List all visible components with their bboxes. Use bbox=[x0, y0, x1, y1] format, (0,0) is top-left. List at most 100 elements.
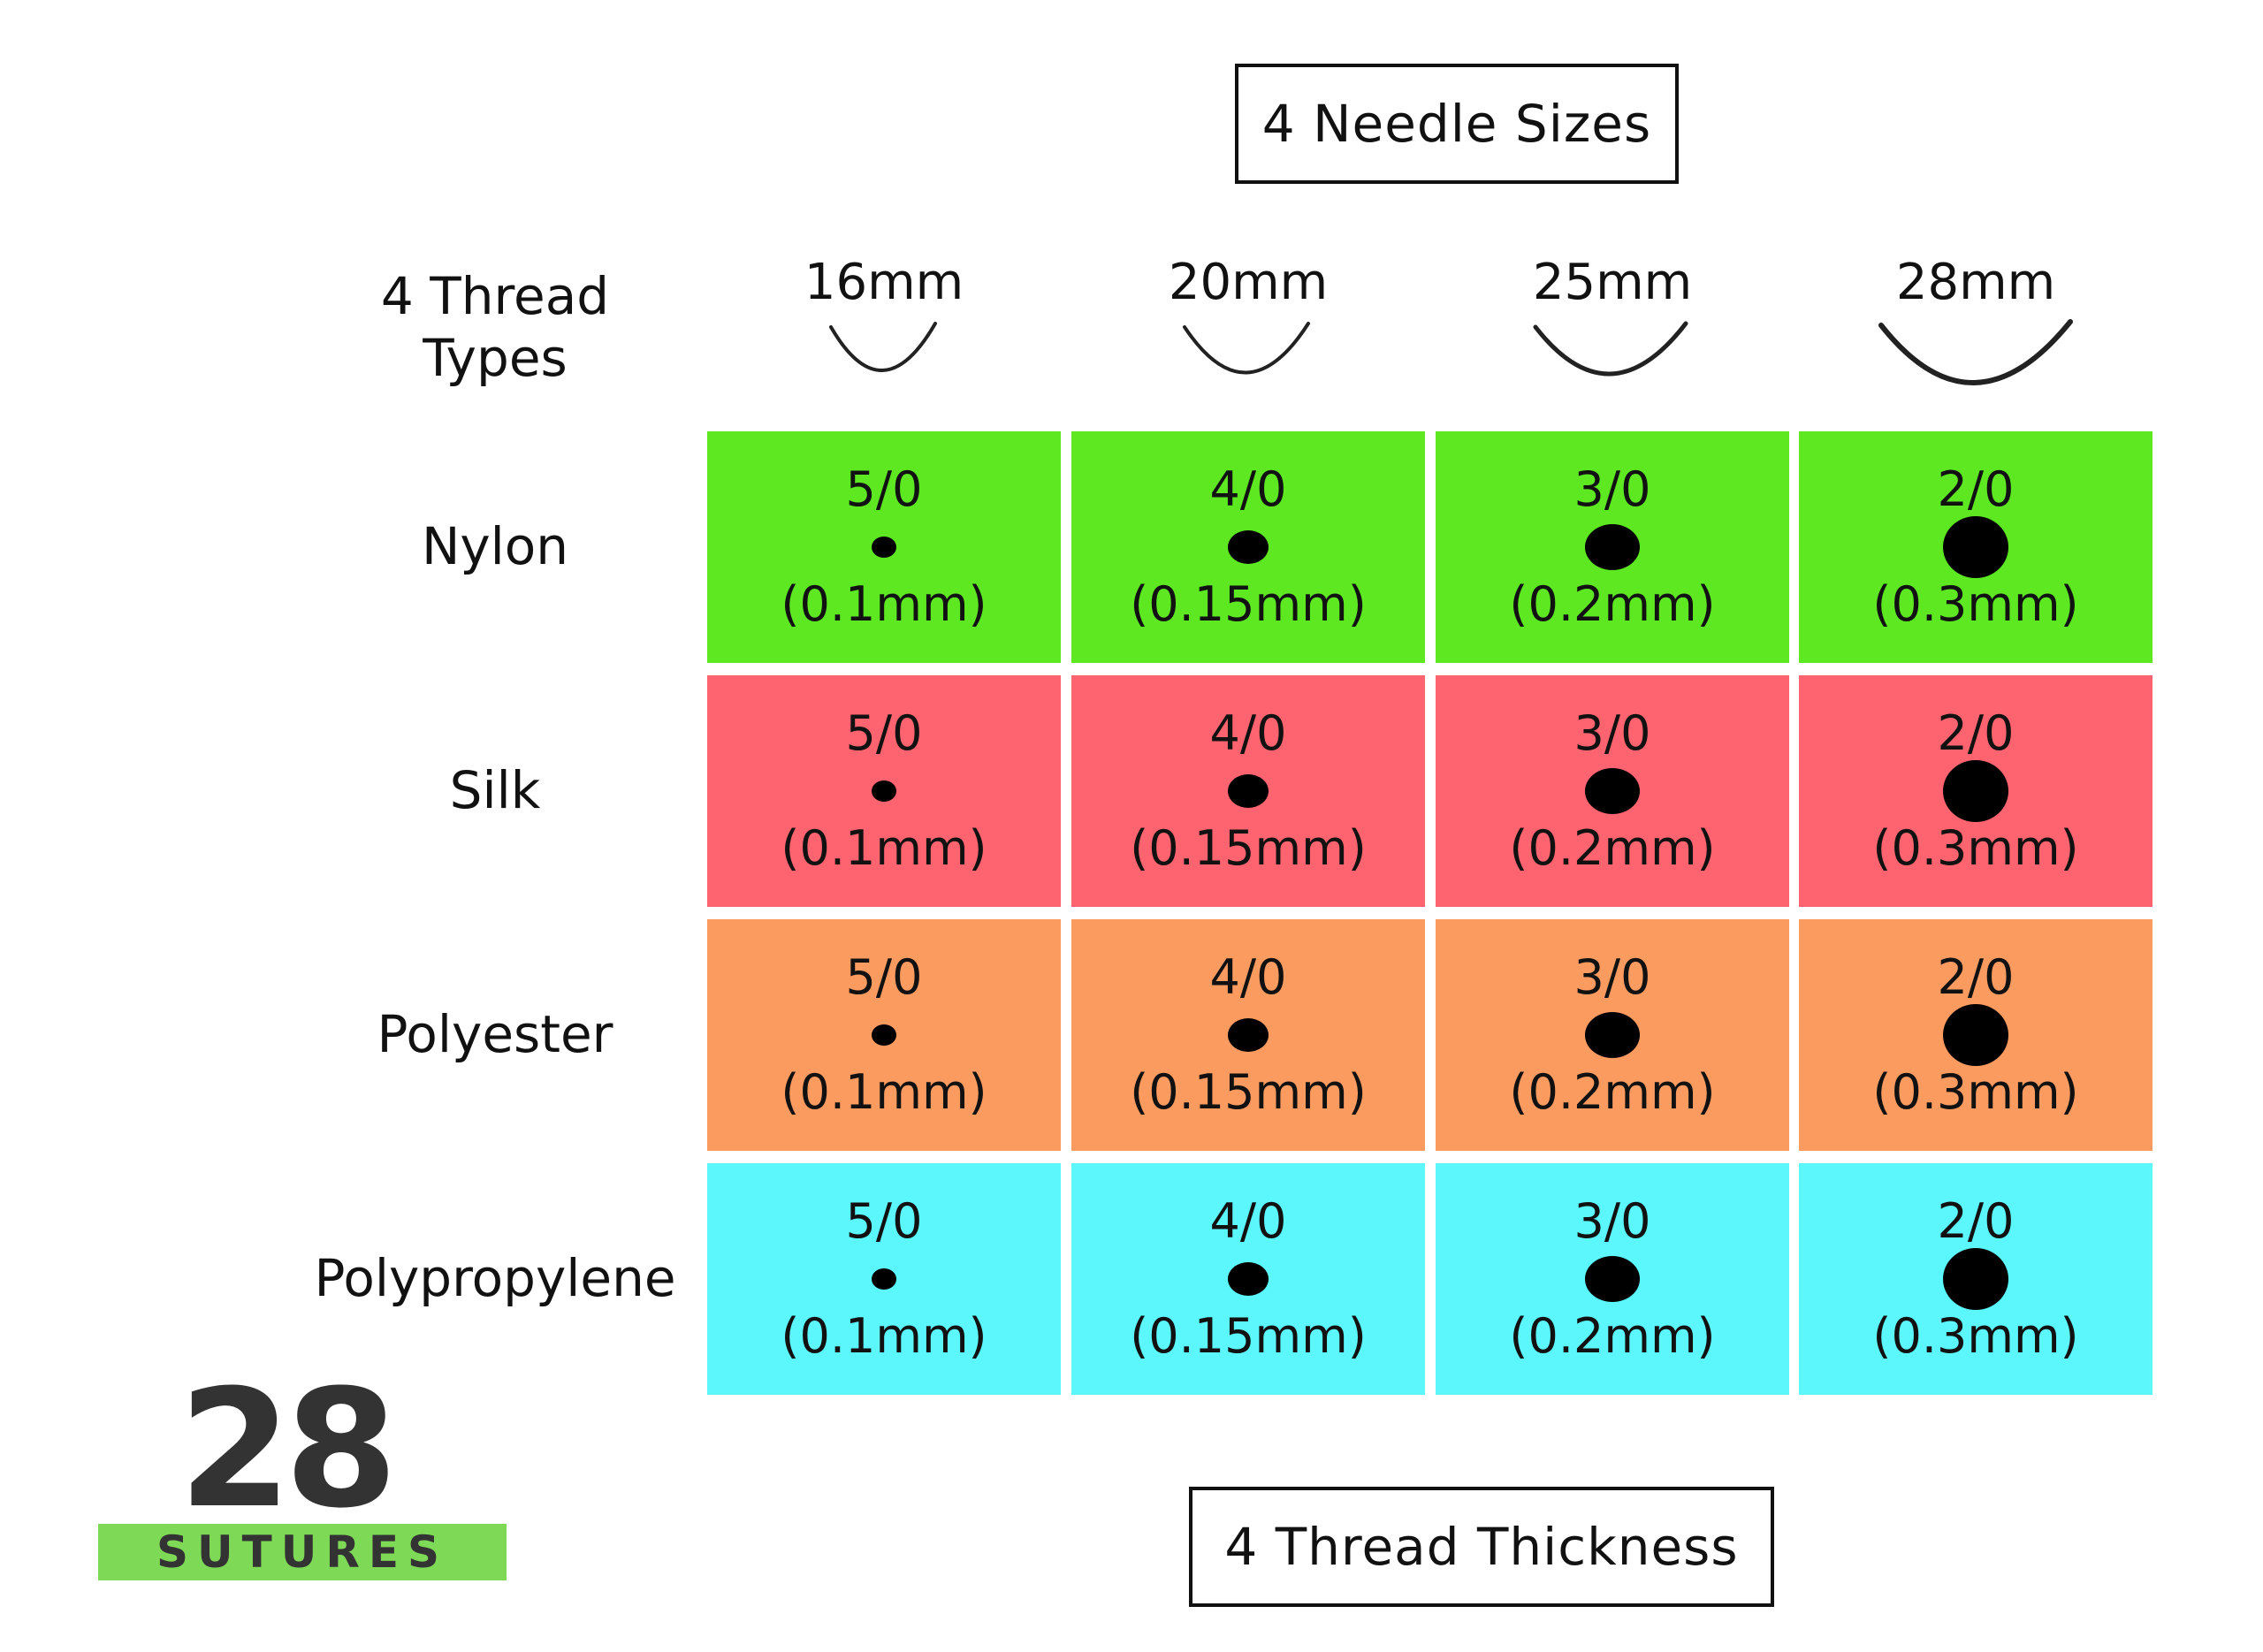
thread-cross-section-icon bbox=[1585, 762, 1640, 820]
thread-cross-section-icon bbox=[1943, 760, 2008, 822]
thread-cross-section-icon bbox=[1585, 1250, 1640, 1308]
thread-thickness-title: 4 Thread Thickness bbox=[1189, 1487, 1774, 1607]
logo-word-bar: SUTURES bbox=[98, 1524, 507, 1580]
needle-column-28mm: 28mm bbox=[1799, 247, 2153, 398]
needle-size-label: 16mm bbox=[804, 254, 964, 311]
thread-cross-section-icon bbox=[872, 518, 896, 576]
thread-cross-section-icon bbox=[1228, 518, 1269, 576]
thread-gauge: 5/0 bbox=[845, 461, 923, 517]
thread-cross-section-icon bbox=[872, 1006, 896, 1064]
thread-dot bbox=[1585, 1012, 1640, 1058]
curved-needle-icon bbox=[1183, 322, 1310, 375]
thread-gauge: 5/0 bbox=[845, 949, 923, 1005]
needle-sizes-title: 4 Needle Sizes bbox=[1235, 64, 1679, 184]
curved-needle-icon bbox=[829, 322, 937, 372]
curved-needle-icon bbox=[1533, 321, 1688, 377]
thread-dot bbox=[1585, 1256, 1640, 1302]
thread-diameter: (0.2mm) bbox=[1509, 820, 1716, 876]
28-sutures-logo: 28 SUTURES bbox=[98, 1368, 507, 1580]
thread-dot bbox=[1943, 760, 2008, 822]
row-label-silk: Silk bbox=[449, 760, 541, 820]
suture-cell-polypropylene-4-0: 4/0 (0.15mm) bbox=[1071, 1163, 1425, 1395]
thread-cross-section-icon bbox=[1228, 1250, 1269, 1308]
thread-gauge: 2/0 bbox=[1937, 705, 2015, 761]
thread-cross-section-icon bbox=[872, 762, 896, 820]
thread-gauge: 2/0 bbox=[1937, 949, 2015, 1005]
suture-cell-polyester-3-0: 3/0 (0.2mm) bbox=[1436, 919, 1789, 1151]
thread-gauge: 3/0 bbox=[1573, 705, 1651, 761]
thread-gauge: 4/0 bbox=[1209, 705, 1287, 761]
thread-dot bbox=[872, 1024, 896, 1046]
curved-needle-icon bbox=[1878, 319, 2073, 385]
thread-gauge: 3/0 bbox=[1573, 1193, 1651, 1249]
suture-cell-polypropylene-5-0: 5/0 (0.1mm) bbox=[707, 1163, 1061, 1395]
thread-dot bbox=[1943, 1248, 2008, 1310]
needle-column-25mm: 25mm bbox=[1436, 247, 1789, 387]
thread-diameter: (0.3mm) bbox=[1872, 820, 2079, 876]
row-label-polyester: Polyester bbox=[377, 1004, 613, 1064]
thread-gauge: 3/0 bbox=[1573, 949, 1651, 1005]
thread-gauge: 4/0 bbox=[1209, 1193, 1287, 1249]
suture-cell-polyester-4-0: 4/0 (0.15mm) bbox=[1071, 919, 1425, 1151]
thread-gauge: 5/0 bbox=[845, 1193, 923, 1249]
thread-dot bbox=[872, 780, 896, 802]
thread-diameter: (0.3mm) bbox=[1872, 1308, 2079, 1364]
needle-size-label: 25mm bbox=[1532, 254, 1693, 311]
thread-gauge: 4/0 bbox=[1209, 461, 1287, 517]
thread-types-label-line2: Types bbox=[423, 328, 568, 388]
suture-cell-polyester-2-0: 2/0 (0.3mm) bbox=[1799, 919, 2153, 1151]
thread-cross-section-icon bbox=[1585, 1006, 1640, 1064]
thread-dot bbox=[872, 1268, 896, 1290]
thread-cross-section-icon bbox=[1228, 1006, 1269, 1064]
suture-cell-nylon-4-0: 4/0 (0.15mm) bbox=[1071, 431, 1425, 663]
thread-cross-section-icon bbox=[1943, 1004, 2008, 1066]
thread-dot bbox=[1228, 774, 1269, 808]
suture-cell-silk-4-0: 4/0 (0.15mm) bbox=[1071, 675, 1425, 907]
thread-diameter: (0.1mm) bbox=[781, 1308, 987, 1364]
thread-gauge: 4/0 bbox=[1209, 949, 1287, 1005]
thread-dot bbox=[872, 537, 896, 558]
thread-gauge: 2/0 bbox=[1937, 1193, 2015, 1249]
suture-cell-nylon-2-0: 2/0 (0.3mm) bbox=[1799, 431, 2153, 663]
suture-cell-silk-2-0: 2/0 (0.3mm) bbox=[1799, 675, 2153, 907]
needle-size-label: 28mm bbox=[1895, 254, 2056, 311]
thread-dot bbox=[1943, 1004, 2008, 1066]
thread-diameter: (0.15mm) bbox=[1130, 576, 1367, 632]
thread-diameter: (0.15mm) bbox=[1130, 820, 1367, 876]
thread-gauge: 3/0 bbox=[1573, 461, 1651, 517]
thread-types-label-line1: 4 Thread bbox=[380, 266, 610, 326]
suture-cell-nylon-5-0: 5/0 (0.1mm) bbox=[707, 431, 1061, 663]
thread-dot bbox=[1585, 524, 1640, 570]
thread-cross-section-icon bbox=[1943, 516, 2008, 578]
thread-dot bbox=[1228, 1262, 1269, 1296]
thread-cross-section-icon bbox=[872, 1250, 896, 1308]
thread-diameter: (0.2mm) bbox=[1509, 1064, 1716, 1120]
thread-dot bbox=[1585, 768, 1640, 814]
thread-dot bbox=[1228, 1018, 1269, 1052]
row-label-polypropylene: Polypropylene bbox=[314, 1248, 676, 1308]
thread-diameter: (0.15mm) bbox=[1130, 1308, 1367, 1364]
thread-dot bbox=[1228, 530, 1269, 564]
thread-diameter: (0.1mm) bbox=[781, 576, 987, 632]
needle-column-16mm: 16mm bbox=[707, 247, 1061, 380]
row-label-nylon: Nylon bbox=[421, 516, 569, 576]
suture-cell-polypropylene-2-0: 2/0 (0.3mm) bbox=[1799, 1163, 2153, 1395]
suture-cell-polypropylene-3-0: 3/0 (0.2mm) bbox=[1436, 1163, 1789, 1395]
thread-cross-section-icon bbox=[1943, 1248, 2008, 1310]
logo-number: 28 bbox=[178, 1355, 398, 1544]
thread-diameter: (0.3mm) bbox=[1872, 576, 2079, 632]
thread-diameter: (0.2mm) bbox=[1509, 1308, 1716, 1364]
thread-diameter: (0.1mm) bbox=[781, 1064, 987, 1120]
needle-size-label: 20mm bbox=[1168, 254, 1329, 311]
suture-cell-polyester-5-0: 5/0 (0.1mm) bbox=[707, 919, 1061, 1151]
thread-diameter: (0.3mm) bbox=[1872, 1064, 2079, 1120]
thread-cross-section-icon bbox=[1585, 518, 1640, 576]
thread-dot bbox=[1943, 516, 2008, 578]
thread-gauge: 5/0 bbox=[845, 705, 923, 761]
suture-cell-silk-3-0: 3/0 (0.2mm) bbox=[1436, 675, 1789, 907]
thread-diameter: (0.2mm) bbox=[1509, 576, 1716, 632]
thread-diameter: (0.1mm) bbox=[781, 820, 987, 876]
thread-diameter: (0.15mm) bbox=[1130, 1064, 1367, 1120]
suture-cell-silk-5-0: 5/0 (0.1mm) bbox=[707, 675, 1061, 907]
thread-cross-section-icon bbox=[1228, 762, 1269, 820]
